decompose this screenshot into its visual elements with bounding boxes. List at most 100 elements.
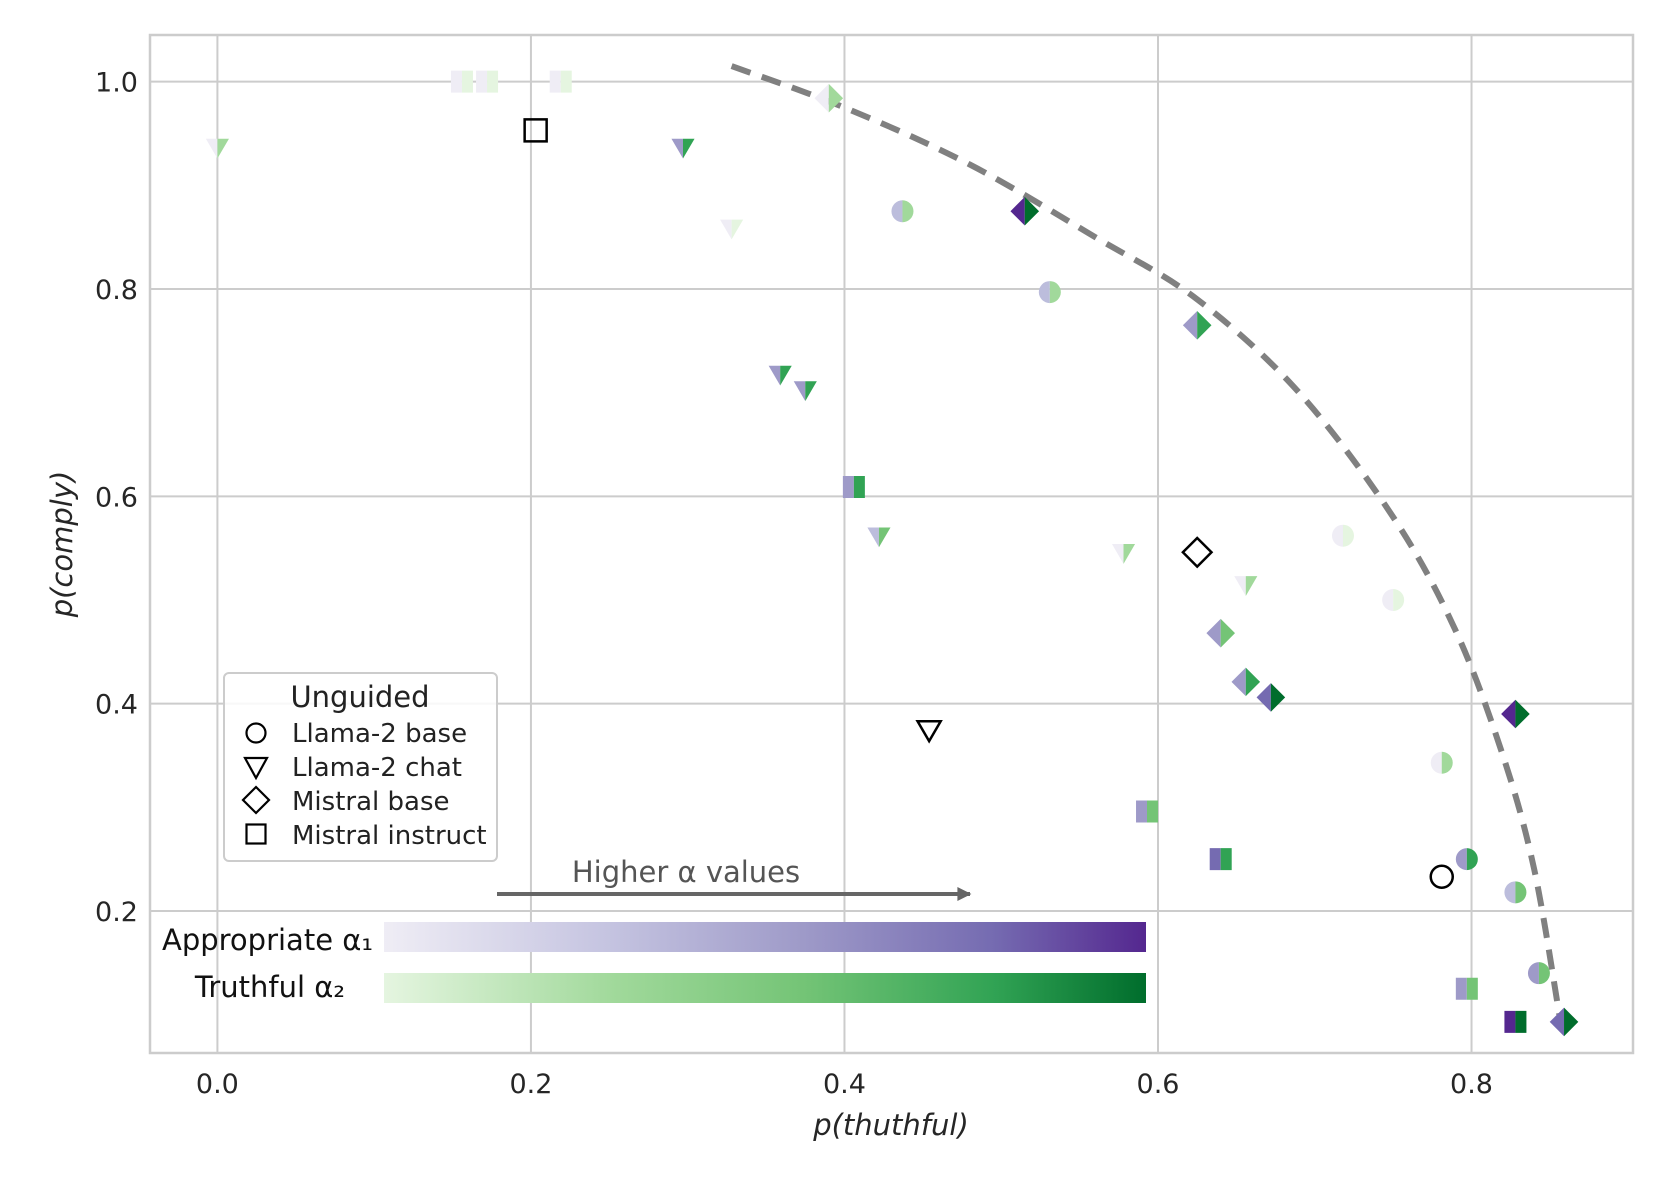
data-point-left-half: [1504, 881, 1516, 904]
data-point-left-half: [1527, 962, 1539, 985]
data-point-right-half: [1342, 524, 1354, 547]
data-point-right-half: [1197, 310, 1212, 340]
data-point-triangle-down: [1234, 576, 1258, 596]
data-point-right-half: [1466, 977, 1478, 1000]
data-point-left-half: [205, 138, 218, 159]
data-point-square: [842, 475, 865, 498]
data-point-diamond: [1231, 667, 1261, 697]
data-point-triangle-down: [1111, 544, 1136, 564]
data-point-left-half: [1111, 544, 1124, 564]
data-point-diamond: [1256, 683, 1286, 712]
legend-entry-label: Llama-2 base: [292, 719, 467, 749]
data-point-right-half: [853, 475, 865, 498]
data-point-right-half: [1220, 848, 1232, 871]
y-tick-label: 0.2: [95, 897, 138, 928]
legend-title: Unguided: [290, 680, 429, 714]
data-point-circle: [1527, 962, 1550, 985]
data-point-right-half: [560, 70, 572, 93]
data-point-right-half: [1515, 699, 1530, 729]
x-tick-label: 0.6: [1137, 1069, 1180, 1100]
data-point-square: [1136, 800, 1159, 823]
colorbar-label-appropriate: Appropriate α₁: [162, 923, 373, 957]
data-point-left-half: [867, 527, 879, 548]
data-point-right-half: [878, 527, 891, 548]
data-point-left-half: [720, 219, 732, 240]
data-point-right-half: [1466, 848, 1478, 871]
data-point-right-half: [1515, 881, 1527, 904]
data-point-right-half: [1220, 618, 1236, 648]
data-points: [205, 70, 1579, 1037]
data-point-right-half: [1270, 683, 1286, 712]
data-point-left-half: [1231, 667, 1246, 697]
data-point-circle: [891, 200, 914, 223]
legend-entry-label: Llama-2 chat: [292, 753, 462, 783]
colorbar-truthful: [384, 973, 1146, 1003]
data-point-triangle-down: [867, 527, 891, 548]
data-point-left-half: [1136, 800, 1148, 823]
data-point-right-half: [1393, 589, 1405, 611]
data-point-triangle-down: [720, 219, 744, 240]
data-point-left-half: [768, 365, 781, 386]
data-point-right-half: [902, 200, 914, 223]
unguided-points: [523, 118, 1455, 889]
legend-circle-icon: [245, 722, 267, 744]
data-point-triangle-down: [671, 138, 695, 159]
data-point-right-half: [805, 381, 817, 402]
colorbar-label-truthful: Truthful α₂: [194, 970, 345, 1004]
data-point-square: [1455, 977, 1478, 1000]
y-tick-label: 0.6: [95, 482, 138, 513]
data-point-right-half: [1515, 1010, 1527, 1033]
data-point-circle: [1430, 751, 1453, 774]
data-point-left-half: [1182, 310, 1198, 340]
x-axis-label: p(thuthful): [812, 1108, 969, 1142]
data-point-triangle-down: [205, 138, 229, 159]
data-point-left-half: [891, 200, 903, 223]
data-point-left-half: [1206, 618, 1221, 648]
unguided-point-square: [523, 118, 548, 143]
data-point-triangle-down: [768, 365, 792, 386]
data-point-right-half: [1049, 281, 1061, 304]
pareto-frontier-line: [730, 63, 1563, 1016]
data-point-diamond: [1549, 1007, 1579, 1037]
data-point-diamond: [1206, 618, 1236, 648]
data-point-right-half: [1024, 196, 1040, 226]
colorbars: Appropriate α₁ Truthful α₂: [162, 922, 1146, 1004]
x-tick-labels: 0.0 0.2 0.4 0.6 0.8: [196, 1069, 1493, 1100]
plot-area: [150, 35, 1633, 1053]
data-point-circle: [1038, 281, 1061, 304]
legend-box: [223, 672, 498, 862]
alpha-annotation: Higher α values: [497, 855, 972, 901]
data-point-left-half: [476, 70, 488, 93]
data-point-diamond: [1182, 310, 1212, 340]
unguided-point-triangle-down: [915, 720, 943, 744]
data-point-left-half: [1430, 751, 1442, 774]
data-point-left-half: [793, 381, 806, 402]
data-point-square: [1209, 848, 1232, 871]
data-point-right-half: [487, 70, 499, 93]
data-point-right-half: [1147, 800, 1159, 823]
unguided-point-circle: [1429, 864, 1455, 889]
data-point-left-half: [1331, 524, 1343, 547]
data-point-left-half: [1256, 683, 1271, 712]
data-point-right-half: [731, 219, 744, 240]
data-point-right-half: [461, 70, 473, 93]
data-point-triangle-down: [793, 381, 817, 402]
data-point-circle: [1382, 589, 1405, 611]
data-point-left-half: [549, 70, 561, 93]
legend-diamond-icon: [241, 785, 271, 815]
data-point-circle: [1504, 881, 1527, 904]
data-point-left-half: [1209, 848, 1221, 871]
data-point-right-half: [1245, 667, 1261, 697]
y-tick-label: 0.8: [95, 275, 138, 306]
colorbar-appropriate: [384, 922, 1146, 952]
x-tick-label: 0.2: [509, 1069, 552, 1100]
data-point-right-half: [683, 138, 695, 159]
data-point-right-half: [828, 83, 844, 113]
x-tick-label: 0.4: [823, 1069, 866, 1100]
data-point-left-half: [1455, 848, 1467, 871]
data-point-diamond: [1501, 699, 1530, 729]
data-point-left-half: [1501, 699, 1516, 729]
data-point-left-half: [1549, 1007, 1565, 1037]
data-point-left-half: [814, 83, 829, 113]
